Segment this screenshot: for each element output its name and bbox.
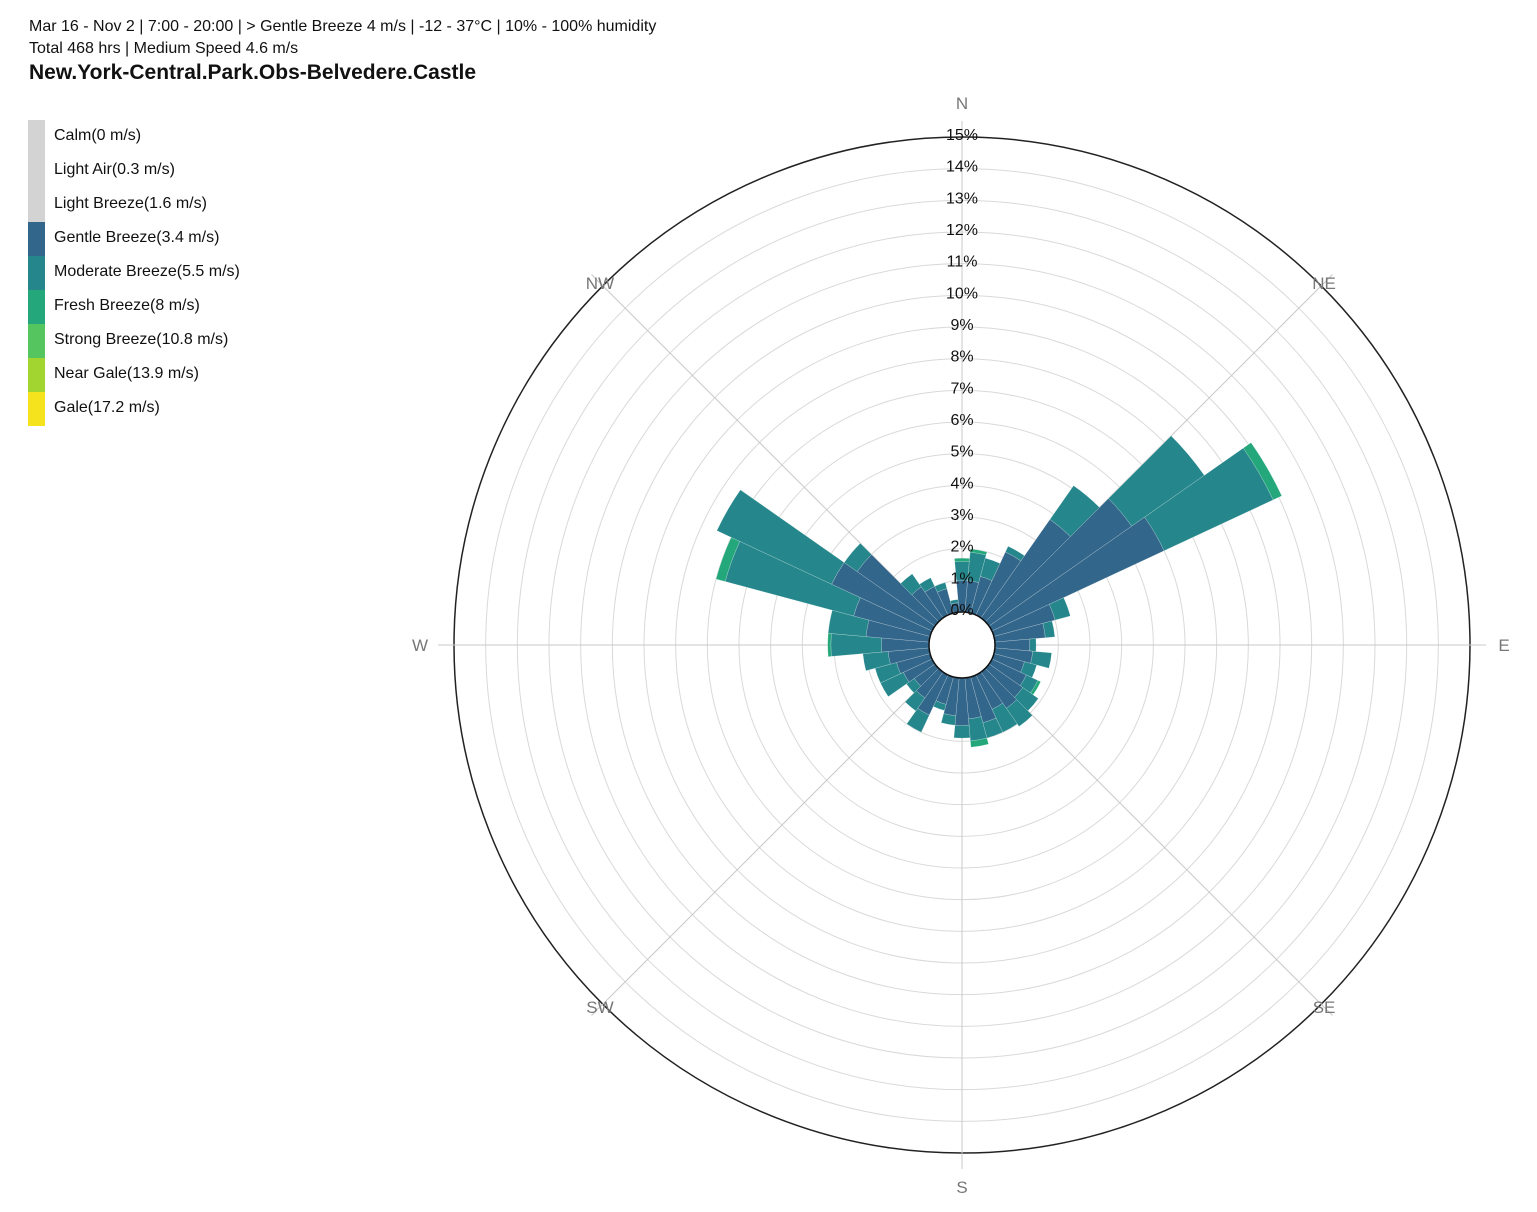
wind-bar-segment[interactable] — [954, 557, 970, 562]
legend-swatch — [28, 324, 45, 358]
wind-bar-segment[interactable] — [843, 543, 872, 572]
wind-bar-segment[interactable] — [970, 737, 989, 748]
radial-tick-label: 9% — [950, 317, 973, 334]
legend-swatch — [28, 392, 45, 426]
chart-subtitle-period: Mar 16 - Nov 2 | 7:00 - 20:00 | > Gentle… — [29, 18, 657, 35]
legend-swatch — [28, 120, 45, 154]
chart-subtitle-totals: Total 468 hrs | Medium Speed 4.6 m/s — [29, 40, 299, 57]
legend-label: Moderate Breeze(5.5 m/s) — [54, 263, 240, 280]
wind-bar-segment[interactable] — [906, 708, 930, 733]
calm-center — [928, 611, 996, 679]
wind-bar-segment[interactable] — [1006, 699, 1033, 727]
wind-bar-segment[interactable] — [953, 724, 971, 739]
wind-bar-segment[interactable] — [1029, 638, 1037, 652]
wind-bar-segment[interactable] — [827, 633, 832, 657]
radial-tick-label: 11% — [947, 254, 978, 271]
wind-bar-segment[interactable] — [1049, 597, 1071, 621]
wind-bar-segment[interactable] — [716, 489, 845, 585]
legend-label: Near Gale(13.9 m/s) — [54, 365, 199, 382]
radial-tick-label: 1% — [950, 570, 973, 587]
legend-label: Strong Breeze(10.8 m/s) — [54, 331, 229, 348]
legend-label: Gale(17.2 m/s) — [54, 399, 160, 416]
radial-tick-label: 14% — [946, 159, 978, 176]
legend-label: Light Air(0.3 m/s) — [54, 161, 175, 178]
direction-spoke — [591, 667, 940, 1016]
legend-label: Gentle Breeze(3.4 m/s) — [54, 229, 220, 246]
legend-swatch — [28, 222, 45, 256]
legend-label: Calm(0 m/s) — [54, 127, 142, 144]
wind-bars — [715, 435, 1283, 748]
legend-swatch — [28, 358, 45, 392]
radial-tick-labels: 0% 1% 2% 3% 4% 5% 6% 7% 8% 9% 10% 11% 12% 13% 14% 15% — [946, 127, 978, 619]
radial-tick-label: 6% — [950, 412, 973, 429]
direction-spoke — [984, 667, 1333, 1016]
wind-bar-segment[interactable] — [934, 582, 948, 593]
legend-swatch — [28, 256, 45, 290]
radial-tick-label: 7% — [950, 380, 973, 397]
wind-bar-segment[interactable] — [969, 548, 988, 556]
wind-bar-segment[interactable] — [1030, 650, 1052, 669]
wind-bar-segment[interactable] — [919, 577, 935, 593]
legend-swatch — [28, 188, 45, 222]
direction-label-w: W — [412, 636, 428, 655]
radial-tick-label: 12% — [946, 222, 978, 239]
direction-label-nw: NW — [586, 274, 614, 293]
radial-tick-label: 10% — [946, 285, 978, 302]
radial-tick-label: 3% — [950, 507, 973, 524]
radial-tick-label: 8% — [950, 349, 973, 366]
wind-bar-segment[interactable] — [900, 573, 922, 596]
legend-label: Fresh Breeze(8 m/s) — [54, 297, 200, 314]
wind-bar-segment[interactable] — [940, 713, 957, 726]
wind-bar-segment[interactable] — [1042, 620, 1056, 638]
legend-label: Light Breeze(1.6 m/s) — [54, 195, 207, 212]
direction-label-n: N — [956, 94, 968, 113]
direction-label-se: SE — [1313, 998, 1336, 1017]
direction-label-s: S — [956, 1178, 967, 1197]
radial-tick-label: 5% — [950, 444, 973, 461]
radial-tick-label: 15% — [946, 127, 978, 144]
radial-tick-label: 2% — [950, 539, 973, 556]
chart-title: New.York-Central.Park.Obs-Belvedere.Cast… — [29, 61, 477, 84]
radial-tick-label: 0% — [950, 602, 973, 619]
wind-bar-segment[interactable] — [904, 690, 926, 712]
legend-swatch — [28, 290, 45, 324]
radial-tick-label: 13% — [946, 190, 978, 207]
radial-tick-label: 4% — [950, 475, 973, 492]
wind-bar-segment[interactable] — [1242, 442, 1283, 501]
legend-swatch — [28, 154, 45, 188]
direction-label-sw: SW — [586, 998, 613, 1017]
wind-bar-segment[interactable] — [949, 599, 959, 605]
direction-label-ne: NE — [1312, 274, 1336, 293]
direction-label-e: E — [1498, 636, 1509, 655]
